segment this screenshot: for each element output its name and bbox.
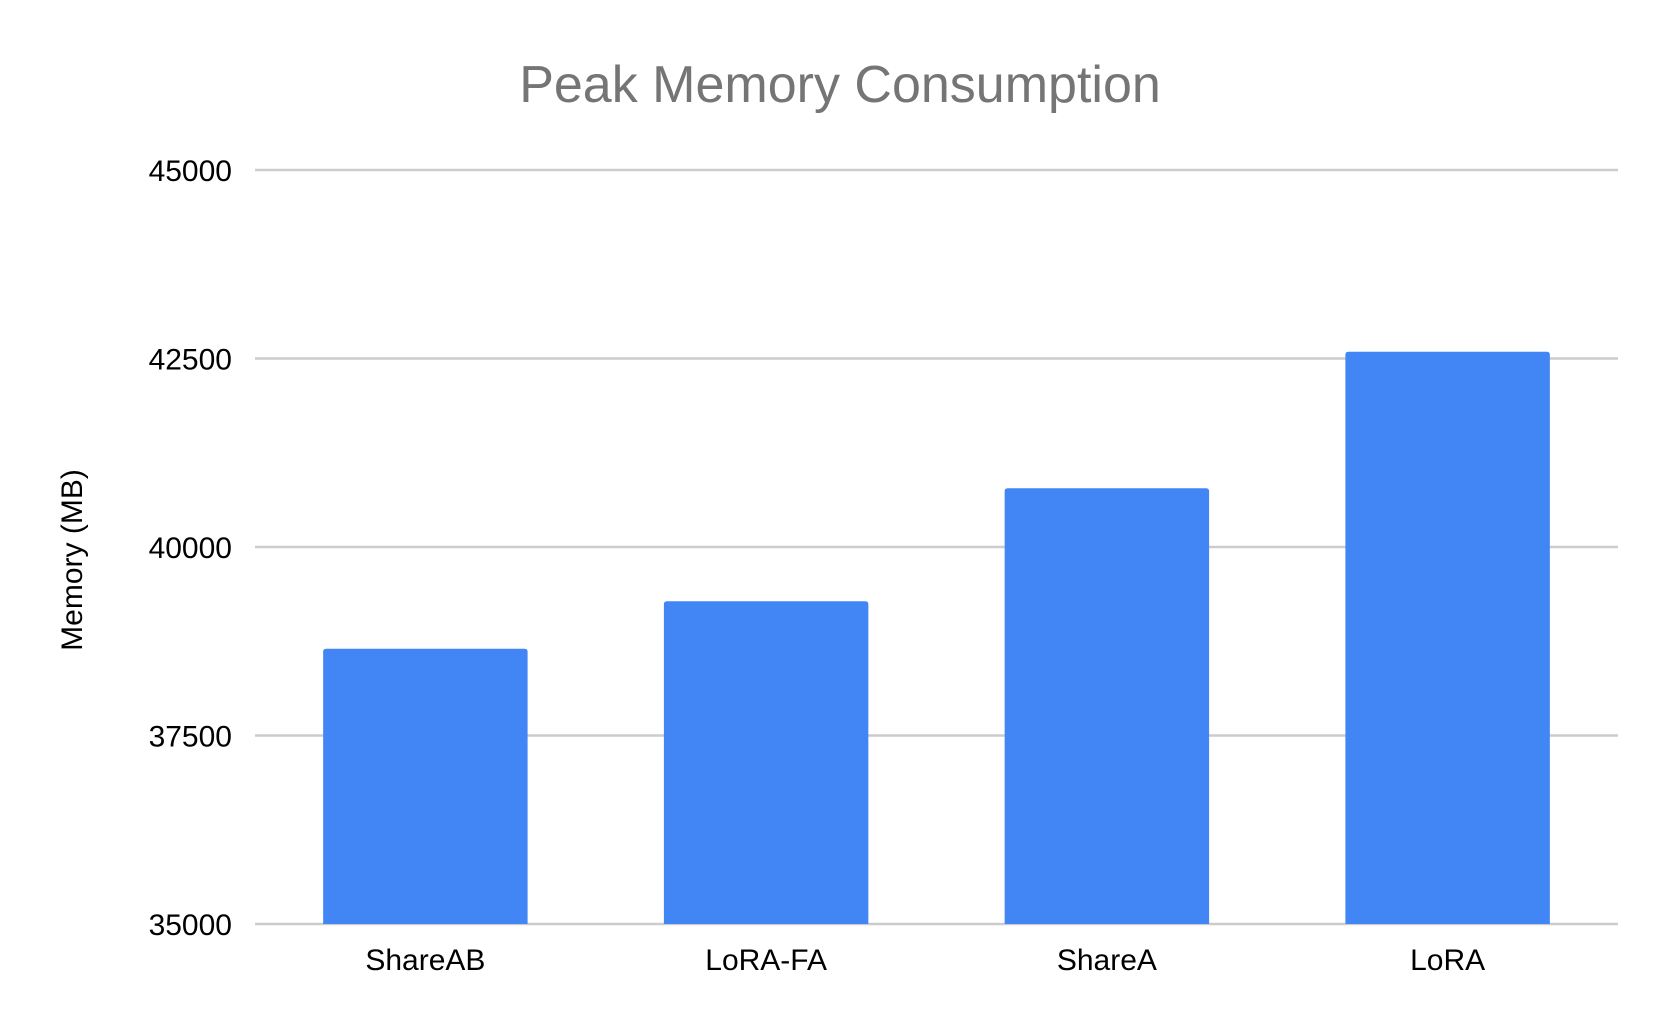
y-tick-label: 40000: [149, 532, 232, 565]
bar-sharea: [1004, 488, 1210, 924]
y-tick-label: 35000: [149, 909, 232, 942]
y-tick-label: 45000: [149, 155, 232, 188]
x-tick-label: LoRA-FA: [705, 944, 827, 977]
x-tick-label: ShareAB: [365, 944, 485, 977]
y-axis-ticks: 35000 37500 40000 42500 45000: [149, 155, 232, 942]
x-axis-ticks: ShareAB LoRA-FA ShareA LoRA: [365, 944, 1485, 977]
bar-lora: [1345, 351, 1550, 924]
x-tick-label: LoRA: [1410, 944, 1485, 977]
bars: [323, 351, 1550, 924]
x-tick-label: ShareA: [1057, 944, 1157, 977]
bar-lora-fa: [663, 601, 869, 924]
y-axis-label: Memory (MB): [56, 469, 89, 651]
y-tick-label: 37500: [149, 721, 232, 754]
bar-shareab: [323, 648, 528, 924]
chart-title: Peak Memory Consumption: [519, 56, 1161, 114]
y-tick-label: 42500: [149, 344, 232, 377]
